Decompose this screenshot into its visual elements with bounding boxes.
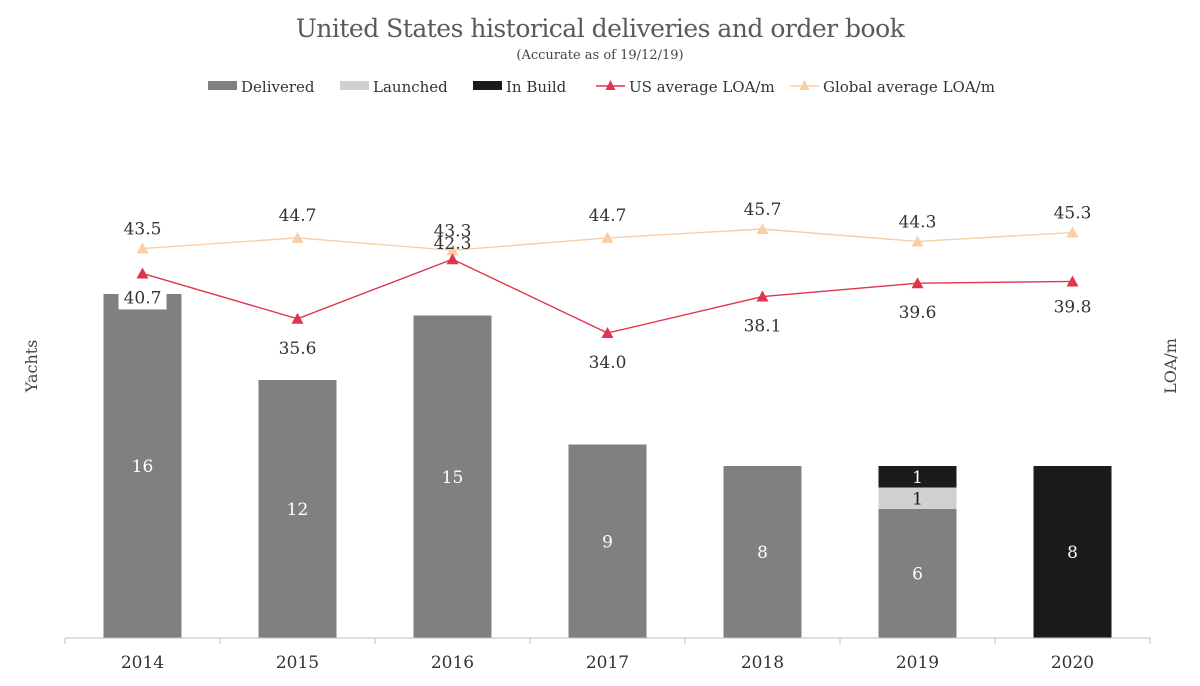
bar-delivered-2016 bbox=[413, 315, 492, 638]
legend-item-delivered: Delivered bbox=[208, 78, 315, 96]
lines-layer: 43.5 44.7 43.3 44.7 45.7 44.3 45.3 40.7 35.6 42.3… bbox=[118, 200, 1092, 373]
data-label-us-average-loa-m-2015: 35.6 bbox=[279, 339, 317, 359]
bar-label-delivered-2019: 6 bbox=[912, 565, 923, 585]
x-tick-label-2014: 2014 bbox=[121, 653, 164, 673]
legend-marker-global-average-loa-m bbox=[799, 80, 810, 90]
bar-in-build-2020 bbox=[1033, 466, 1112, 638]
marker-global-average-loa-m-2015 bbox=[291, 231, 304, 243]
marker-global-average-loa-m-2018 bbox=[756, 223, 769, 234]
bar-delivered-2014 bbox=[103, 294, 182, 638]
legend-swatch-in-build bbox=[473, 81, 502, 90]
marker-global-average-loa-m-2017 bbox=[601, 231, 614, 243]
bar-label-in-build-2019: 1 bbox=[912, 468, 923, 488]
data-label-global-average-loa-m-2017: 44.7 bbox=[589, 206, 627, 226]
bar-launched-2019 bbox=[878, 487, 957, 509]
marker-us-average-loa-m-2015 bbox=[291, 312, 304, 324]
marker-us-average-loa-m-2019 bbox=[911, 277, 924, 289]
bar-label-delivered-2017: 9 bbox=[602, 532, 613, 552]
data-label-bg-2014 bbox=[118, 288, 167, 310]
x-tick-label-2018: 2018 bbox=[741, 653, 784, 673]
x-tick-label-2019: 2019 bbox=[896, 653, 939, 673]
legend-item-in-build: In Build bbox=[473, 78, 567, 96]
bar-delivered-2015 bbox=[258, 380, 337, 638]
marker-global-average-loa-m-2020 bbox=[1066, 226, 1079, 238]
bar-label-delivered-2016: 15 bbox=[442, 468, 464, 488]
x-tick-label-2020: 2020 bbox=[1051, 653, 1094, 673]
data-label-us-average-loa-m-2018: 38.1 bbox=[744, 317, 782, 337]
marker-us-average-loa-m-2014 bbox=[136, 267, 149, 279]
legend-label-launched: Launched bbox=[373, 78, 448, 96]
data-label-us-average-loa-m-2019: 39.6 bbox=[899, 303, 937, 323]
legend-swatch-delivered bbox=[208, 81, 237, 90]
chart-title: United States historical deliveries and … bbox=[296, 14, 906, 43]
bar-delivered-2019 bbox=[878, 509, 957, 638]
y-axis-title: Yachts bbox=[22, 340, 41, 394]
data-label-us-average-loa-m-2020: 39.8 bbox=[1054, 297, 1092, 317]
data-label-global-average-loa-m-2014: 43.5 bbox=[124, 220, 162, 240]
data-label-global-average-loa-m-2020: 45.3 bbox=[1054, 204, 1092, 224]
legend-label-us-average-loa-m: US average LOA/m bbox=[629, 78, 775, 96]
data-label-us-average-loa-m-2017: 34.0 bbox=[589, 353, 627, 373]
marker-us-average-loa-m-2020 bbox=[1066, 275, 1079, 287]
data-label-us-average-loa-m-2014: 40.7 bbox=[124, 288, 162, 308]
bar-label-launched-2019: 1 bbox=[912, 489, 923, 509]
data-label-global-average-loa-m-2016: 43.3 bbox=[434, 221, 472, 241]
bar-label-in-build-2020: 8 bbox=[1067, 543, 1078, 563]
bar-in-build-2019 bbox=[878, 466, 957, 488]
marker-global-average-loa-m-2016 bbox=[446, 244, 459, 256]
marker-us-average-loa-m-2018 bbox=[756, 290, 769, 302]
legend-swatch-launched bbox=[340, 81, 369, 90]
marker-us-average-loa-m-2017 bbox=[601, 327, 614, 338]
x-tick-label-2017: 2017 bbox=[586, 653, 629, 673]
marker-global-average-loa-m-2014 bbox=[136, 242, 149, 254]
bar-label-delivered-2018: 8 bbox=[757, 543, 768, 563]
bar-delivered-2017 bbox=[568, 444, 647, 638]
bar-label-delivered-2014: 16 bbox=[132, 457, 154, 477]
x-tick-label-2016: 2016 bbox=[431, 653, 474, 673]
data-label-global-average-loa-m-2018: 45.7 bbox=[744, 200, 782, 220]
legend-item-global-average-loa-m: Global average LOA/m bbox=[790, 78, 995, 96]
legend-label-global-average-loa-m: Global average LOA/m bbox=[823, 78, 995, 96]
x-axis-ticks: 2014 2015 2016 2017 2018 2019 2020 bbox=[64, 638, 1151, 673]
legend-label-delivered: Delivered bbox=[241, 78, 315, 96]
chart-subtitle: (Accurate as of 19/12/19) bbox=[516, 48, 683, 63]
x-tick-label-2015: 2015 bbox=[276, 653, 319, 673]
legend-item-us-average-loa-m: US average LOA/m bbox=[596, 78, 775, 96]
legend-item-launched: Launched bbox=[340, 78, 448, 96]
legend-label-in-build: In Build bbox=[506, 78, 567, 96]
y2-axis-title: LOA/m bbox=[1161, 338, 1180, 394]
legend-marker-us-average-loa-m bbox=[605, 80, 616, 90]
bars-layer: 16 12 15 9 8 6 11 8 bbox=[103, 294, 1112, 638]
bar-delivered-2018 bbox=[723, 466, 802, 638]
data-label-global-average-loa-m-2019: 44.3 bbox=[899, 212, 937, 232]
data-label-global-average-loa-m-2015: 44.7 bbox=[279, 206, 317, 226]
marker-global-average-loa-m-2019 bbox=[911, 235, 924, 247]
data-label-us-average-loa-m-2016: 42.3 bbox=[434, 234, 472, 254]
marker-us-average-loa-m-2016 bbox=[446, 253, 459, 265]
legend: Delivered Launched In Build US average LOA/… bbox=[208, 78, 995, 96]
bar-label-delivered-2015: 12 bbox=[287, 500, 309, 520]
